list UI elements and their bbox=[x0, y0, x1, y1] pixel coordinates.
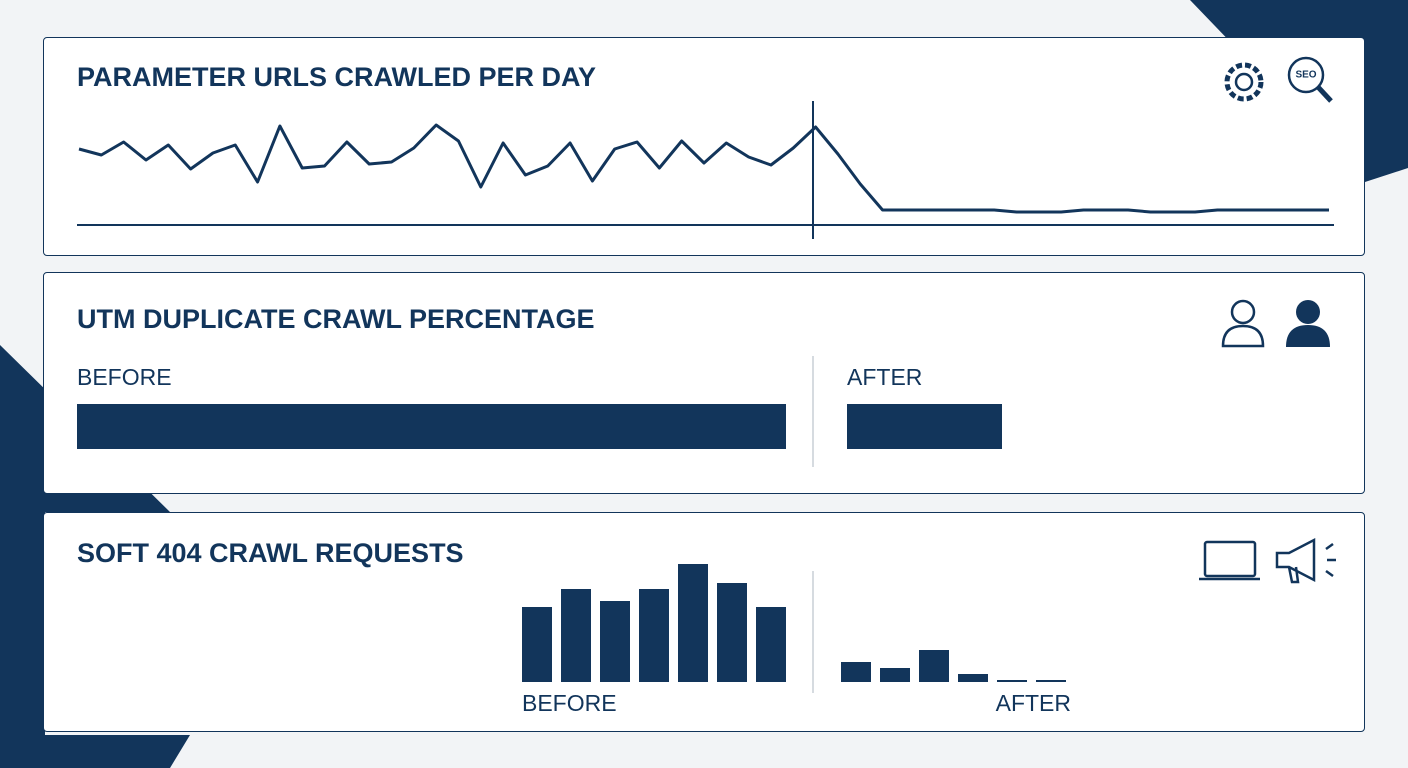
bar bbox=[639, 589, 669, 682]
group-label: AFTER bbox=[996, 690, 1071, 716]
bar bbox=[561, 589, 591, 682]
icons: SEO bbox=[1224, 56, 1333, 103]
bar bbox=[600, 601, 630, 682]
bar bbox=[756, 607, 786, 682]
chart-title: UTM DUPLICATE CRAWL PERCENTAGE bbox=[77, 304, 595, 334]
panel: SOFT 404 CRAWL REQUESTS BEFORE AFTER bbox=[43, 512, 1365, 732]
bar bbox=[880, 668, 910, 682]
chart-title: SOFT 404 CRAWL REQUESTS bbox=[77, 538, 464, 568]
bar bbox=[522, 607, 552, 682]
panel: UTM DUPLICATE CRAWL PERCENTAGE BEFORE AFT… bbox=[43, 272, 1365, 494]
category-label: BEFORE bbox=[77, 364, 172, 390]
chart: PARAMETER URLS CRAWLED PER DAY SEO bbox=[77, 56, 1334, 239]
svg-text:SEO: SEO bbox=[1295, 70, 1316, 81]
icons bbox=[1199, 537, 1336, 584]
bar bbox=[841, 662, 871, 682]
bar bbox=[847, 404, 1002, 449]
bar bbox=[997, 680, 1027, 682]
panel: PARAMETER URLS CRAWLED PER DAY SEO bbox=[43, 37, 1365, 256]
icons bbox=[1221, 299, 1330, 348]
bar bbox=[919, 650, 949, 682]
line-series bbox=[78, 123, 1329, 214]
bar bbox=[1036, 680, 1066, 682]
chart: UTM DUPLICATE CRAWL PERCENTAGE BEFORE AFT… bbox=[77, 299, 1330, 467]
bar bbox=[77, 404, 786, 449]
chart-title: PARAMETER URLS CRAWLED PER DAY bbox=[77, 62, 596, 92]
bar bbox=[958, 674, 988, 682]
bar bbox=[678, 564, 708, 682]
group-label: BEFORE bbox=[522, 690, 617, 716]
bar bbox=[717, 583, 747, 682]
chart: SOFT 404 CRAWL REQUESTS BEFORE AFTER bbox=[77, 537, 1336, 716]
category-label: AFTER bbox=[847, 364, 922, 390]
